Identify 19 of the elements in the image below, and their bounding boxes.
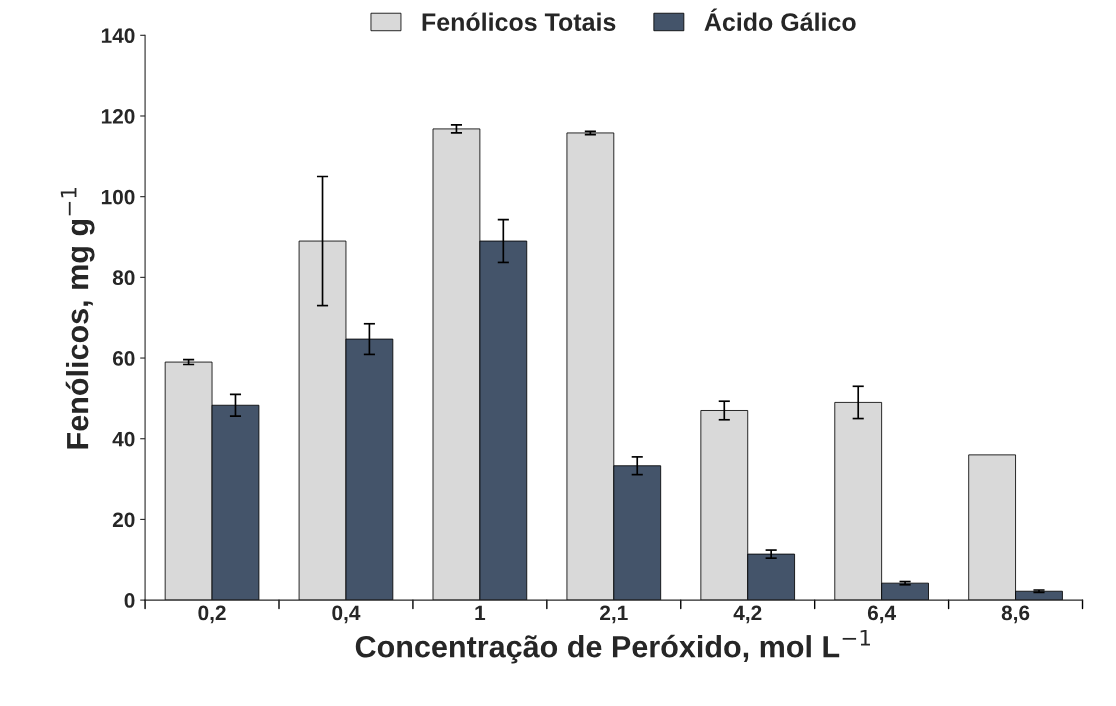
legend-label: Ácido Gálico [704,8,856,31]
x-tick-label: 0,2 [198,605,226,624]
x-tick-label: 1 [475,605,486,621]
y-axis-title: Fenólicos, mg g$^{−1}$ [60,188,95,449]
y-tick-label: 20 [112,512,135,528]
legend-label: Fenólicos Totais [422,12,616,31]
x-tick-label: 8,6 [1001,605,1030,624]
y-tick-label: 120 [101,108,135,124]
x-tick-label: 2,1 [600,605,628,624]
y-tick-label: 80 [112,270,135,286]
y-tick-label: 40 [112,431,135,447]
y-tick-label: 0 [124,593,135,608]
x-tick-label: 4,2 [733,605,762,624]
y-tick-label: 100 [101,189,135,205]
y-tick-label: 60 [112,351,135,366]
x-tick-label: 0,4 [332,605,361,624]
x-tick-label: 6,4 [867,605,897,624]
y-tick-label: 140 [101,28,135,44]
x-axis-title: Concentração de Peróxido, mol L$^{−1}$ [355,629,870,664]
